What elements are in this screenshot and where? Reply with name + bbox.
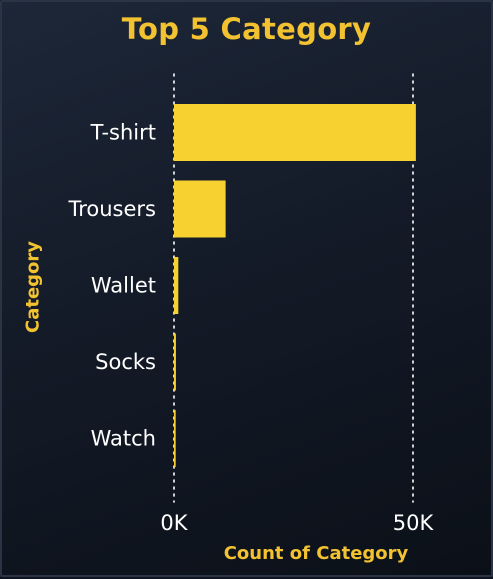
category-label: T-shirt — [90, 121, 156, 145]
chart-title: Top 5 Category — [121, 12, 372, 46]
bar — [174, 333, 176, 391]
x-tick-label: 0K — [160, 511, 188, 535]
bar — [174, 180, 226, 238]
bar — [174, 104, 416, 161]
category-label: Wallet — [91, 274, 156, 298]
category-label: Socks — [95, 350, 156, 374]
x-tick-label: 50K — [393, 511, 435, 535]
category-label: Trousers — [67, 197, 156, 221]
x-axis-title: Count of Category — [223, 543, 409, 564]
category-label: Watch — [91, 427, 156, 451]
bar — [174, 257, 179, 314]
bar — [174, 410, 176, 467]
